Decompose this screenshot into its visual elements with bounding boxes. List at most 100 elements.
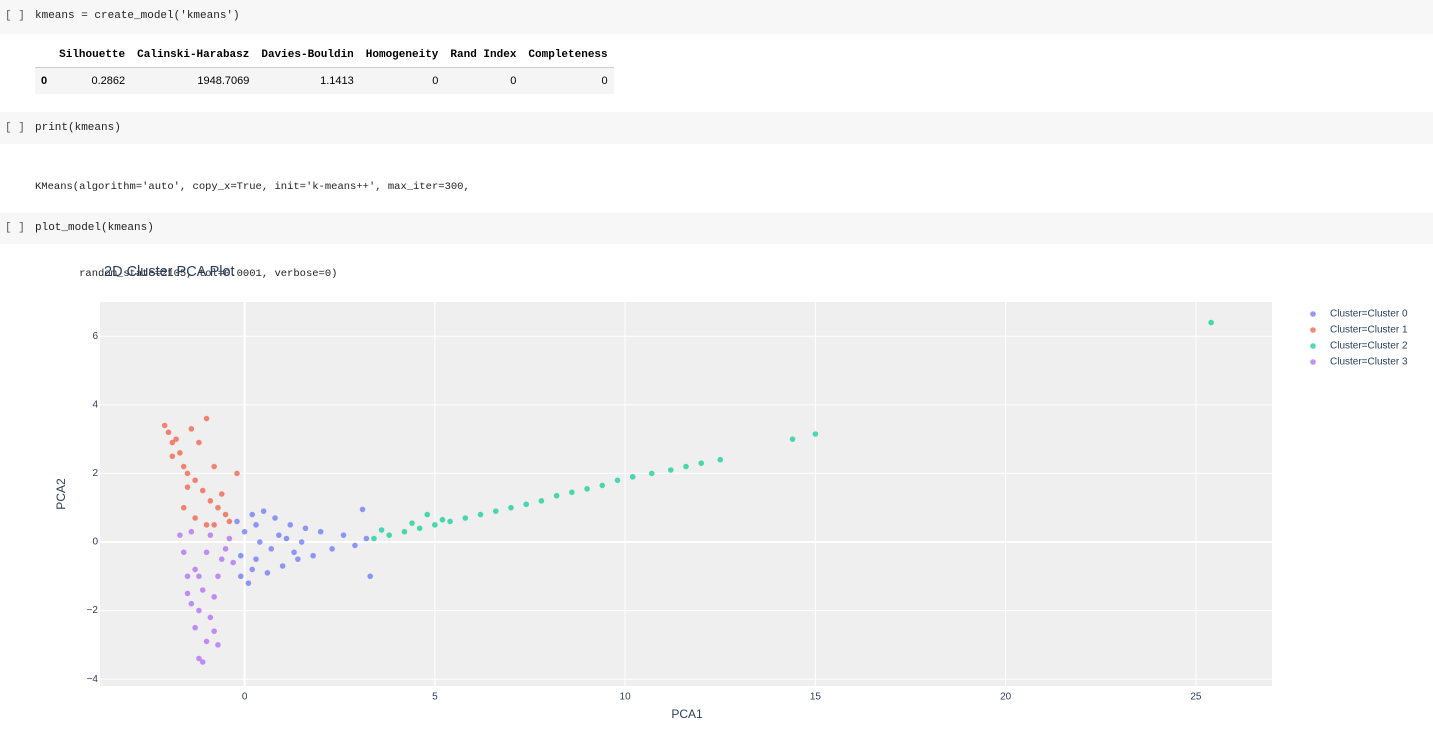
scatter-point — [302, 525, 309, 532]
header-cell: Rand Index — [444, 43, 523, 68]
scatter-point — [199, 587, 206, 593]
scatter-point — [184, 484, 191, 490]
scatter-point — [310, 552, 316, 559]
scatter-point — [180, 504, 187, 511]
scatter-point — [569, 489, 575, 496]
scatter-point — [237, 552, 244, 559]
legend-label[interactable]: Cluster=Cluster 1 — [1330, 325, 1408, 336]
x-tick-label: 25 — [1190, 692, 1202, 703]
run-button[interactable]: [ ] — [5, 10, 25, 22]
legend-marker — [1310, 311, 1316, 317]
legend-label[interactable]: Cluster=Cluster 0 — [1330, 309, 1408, 320]
header-cell: Homogeneity — [359, 43, 445, 68]
scatter-point — [211, 522, 217, 528]
code-cell[interactable]: [ ] plot_model(kmeans) — [0, 213, 1433, 244]
scatter-point — [188, 600, 195, 607]
scatter-point — [180, 463, 187, 470]
scatter-point — [276, 532, 282, 538]
scatter-point — [508, 504, 514, 511]
scatter-point — [253, 556, 259, 562]
scatter-point — [272, 515, 278, 521]
scatter-point — [199, 487, 206, 494]
scatter-point — [199, 659, 206, 665]
scatter-point — [173, 436, 179, 442]
x-tick-label: 5 — [432, 692, 438, 703]
scatter-point — [789, 436, 796, 442]
scatter-point — [177, 450, 183, 456]
run-button[interactable]: [ ] — [5, 122, 25, 134]
run-button[interactable]: [ ] — [5, 222, 25, 234]
y-tick-label: −2 — [87, 605, 99, 616]
scatter-point — [222, 511, 229, 518]
y-tick-label: 6 — [92, 331, 98, 342]
scatter-point — [188, 426, 195, 432]
scatter-point — [416, 525, 423, 532]
scatter-point — [207, 614, 214, 621]
table-cell: 1.1413 — [255, 67, 360, 94]
legend-marker — [1310, 343, 1316, 349]
scatter-point — [291, 549, 297, 556]
scatter-point — [245, 580, 252, 586]
scatter-point — [667, 467, 674, 473]
x-tick-label: 0 — [242, 692, 248, 703]
output-line: KMeans(algorithm='auto', copy_x=True, in… — [35, 181, 470, 193]
scatter-point — [207, 532, 214, 538]
scatter-point — [177, 532, 183, 538]
y-tick-label: 0 — [92, 537, 98, 548]
scatter-point — [329, 546, 335, 552]
header-cell — [35, 43, 54, 68]
row-index: 0 — [35, 67, 54, 94]
scatter-point — [401, 528, 408, 535]
scatter-point — [211, 594, 217, 600]
scatter-point — [492, 508, 499, 514]
scatter-point — [462, 515, 469, 521]
scatter-point — [378, 527, 385, 533]
code-cell[interactable]: [ ] print(kmeans) — [0, 112, 1433, 144]
scatter-point — [584, 486, 590, 492]
table-cell: 0 — [444, 67, 523, 94]
scatter-point — [192, 624, 198, 631]
code[interactable]: plot_model(kmeans) — [35, 222, 154, 234]
scatter-point — [196, 655, 202, 662]
scatter-point — [226, 518, 233, 525]
table-cell: 0.2862 — [53, 67, 132, 94]
scatter-point — [279, 563, 286, 569]
scatter-point — [599, 482, 606, 489]
code[interactable]: print(kmeans) — [35, 122, 121, 134]
table-cell: 0 — [359, 67, 445, 94]
scatter-point — [234, 470, 240, 477]
y-tick-label: 4 — [92, 399, 98, 410]
x-tick-label: 15 — [810, 692, 822, 703]
scatter-point — [340, 532, 347, 538]
scatter-point — [165, 429, 172, 436]
scatter-point — [253, 522, 259, 528]
legend-label[interactable]: Cluster=Cluster 2 — [1330, 341, 1408, 352]
scatter-point — [363, 535, 370, 542]
header-cell: Calinski-Harabasz — [131, 43, 256, 68]
scatter-point — [203, 638, 210, 645]
scatter-point — [538, 498, 545, 504]
x-axis-title: PCA1 — [671, 707, 703, 721]
scatter-point — [447, 518, 453, 525]
scatter-point — [287, 522, 294, 528]
scatter-point — [812, 431, 819, 437]
legend-label[interactable]: Cluster=Cluster 3 — [1330, 357, 1408, 368]
scatter-point — [215, 573, 221, 580]
scatter-point — [352, 542, 358, 549]
scatter-point — [234, 518, 240, 525]
legend-marker — [1310, 359, 1316, 365]
scatter-point — [226, 535, 233, 542]
code-cell[interactable]: [ ] kmeans = create_model('kmeans') — [0, 0, 1433, 34]
scatter-point — [553, 492, 560, 499]
scatter-point — [264, 570, 271, 576]
code[interactable]: kmeans = create_model('kmeans') — [35, 10, 240, 22]
scatter-point — [523, 501, 529, 508]
scatter-point — [359, 506, 366, 513]
scatter-point — [614, 477, 621, 484]
output-line: random_state=2105, tol=0.0001, verbose=0… — [35, 268, 338, 280]
y-tick-label: 2 — [92, 468, 98, 479]
scatter-point — [161, 422, 168, 429]
x-tick-label: 20 — [1000, 692, 1012, 703]
scatter-point — [196, 573, 202, 580]
scatter-point — [192, 566, 198, 573]
